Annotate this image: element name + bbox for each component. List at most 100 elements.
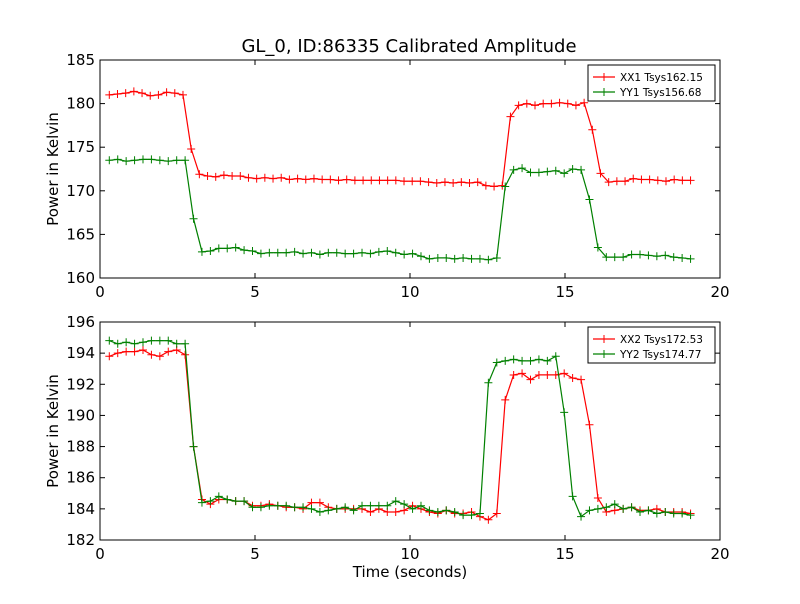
panel-1-x-tick-label: 20 — [710, 283, 729, 301]
panel-1-series-1-point — [367, 176, 376, 185]
panel-2-series-2-point — [113, 339, 122, 348]
panel-2-series-1-point — [122, 347, 131, 356]
panel-1-series-1-point — [580, 98, 589, 107]
panel-1-series-1-point — [465, 178, 474, 187]
panel-2-series-1-point — [501, 395, 510, 404]
panel-2-series-2-point — [400, 500, 409, 509]
panel-2-series-2-point — [197, 498, 206, 507]
panel-2-y-tick-label: 190 — [66, 406, 95, 424]
panel-1-series-1-point — [146, 91, 155, 100]
panel-1-series-2-point — [568, 165, 577, 173]
panel-1-series-2-point — [501, 182, 510, 191]
panel-1-series-2-point — [113, 155, 122, 164]
panel-2-legend-label-1: XX2 Tsys172.53 — [620, 334, 703, 346]
panel-2-series-2-point — [223, 495, 232, 504]
panel-2-series-2-point — [661, 507, 670, 516]
panel-1-series-2-line — [109, 158, 691, 261]
panel-1-series-2-point — [526, 168, 535, 177]
panel-2-y-tick-label: 184 — [66, 500, 95, 518]
panel-2-series-2-point — [138, 338, 147, 347]
panel-2-series-2-point — [332, 504, 341, 513]
panel-1-series-2-point — [105, 156, 114, 165]
panel-1-series-2-point — [214, 244, 223, 253]
panel-1-series-1-point — [391, 176, 400, 185]
panel-1-series-1-point — [178, 90, 187, 99]
panel-2-series-2-point — [374, 501, 383, 510]
panel-1-series-1-point — [514, 101, 523, 110]
panel-1-series-2-point — [290, 247, 299, 256]
panel-2-series-2-point — [501, 356, 510, 365]
panel-1-series-2-point — [130, 156, 139, 165]
panel-1-series-2-point — [585, 195, 594, 204]
panel-2-series-1-point — [181, 350, 190, 359]
panel-1-series-1-point — [555, 98, 564, 107]
panel-1-series-1-point — [342, 175, 351, 184]
panel-1-series-2-point — [358, 248, 367, 257]
panel-2-series-2-point — [484, 378, 493, 387]
panel-1-series-1-point — [285, 175, 294, 184]
panel-1-series-2-point — [577, 165, 586, 174]
panel-1-x-tick-label: 10 — [400, 283, 419, 301]
panel-2-series-1-point — [484, 515, 493, 524]
panel-1-series-1-point — [539, 99, 548, 108]
panel-2-series-1-point — [518, 369, 527, 378]
panel-1-series-1-point — [383, 176, 392, 185]
panel-2-y-tick-label: 186 — [66, 469, 95, 487]
panel-1-series-1-line — [109, 90, 691, 188]
panel-1-series-1-point — [359, 176, 368, 185]
panel-2-series-2-point — [366, 501, 375, 510]
panel-1-series-2-point — [652, 252, 661, 261]
panel-2-series-2-point — [358, 501, 367, 510]
panel-2-series-2-point — [669, 509, 678, 518]
panel-2-series-1-point — [164, 347, 173, 356]
panel-2-series-1-point — [526, 375, 535, 384]
panel-2-series-1-point — [113, 349, 122, 358]
panel-2-series-2-point — [265, 501, 274, 510]
panel-2-series-2-point — [526, 356, 535, 365]
panel-2-series-2-point — [636, 507, 645, 516]
panel-1-series-2-point — [172, 156, 181, 165]
panel-1-series-1-point — [522, 99, 531, 108]
panel-1-series-1-point — [269, 174, 278, 183]
panel-1-y-tick-label: 160 — [66, 269, 95, 287]
panel-1-y-tick-label: 180 — [66, 95, 95, 113]
panel-1-series-2-point — [467, 254, 476, 263]
panel-2-series-1-point — [105, 352, 114, 361]
panel-1-series-1-point — [670, 175, 679, 184]
panel-1-series-2-point — [282, 248, 291, 257]
panel-1-series-1-point — [449, 178, 458, 187]
panel-1-series-1-point — [563, 99, 572, 108]
panel-2-series-2-point — [551, 352, 560, 361]
panel-1-legend-marker-1 — [600, 73, 608, 81]
panel-1-series-2-point — [636, 250, 645, 259]
panel-2-series-2-point — [315, 507, 324, 516]
panel-2-series-2-point — [214, 492, 223, 501]
panel-1-series-2-point — [543, 167, 552, 176]
panel-2-series-2-point — [147, 336, 156, 345]
panel-2-series-1-point — [147, 350, 156, 359]
panel-1-legend-marker-2 — [600, 88, 608, 96]
panel-1-series-1-point — [612, 177, 621, 186]
panel-2-x-axis-label: Time (seconds) — [352, 563, 468, 581]
panel-2-series-2-point — [240, 497, 249, 506]
panel-1-series-2-point — [509, 165, 518, 174]
panel-2-series-1-point — [560, 369, 569, 378]
panel-2-series-2-point — [543, 356, 552, 365]
panel-1-series-1-point — [187, 144, 196, 153]
panel-1-series-2-point — [197, 247, 206, 256]
panel-1-series-2-point — [425, 254, 434, 263]
panel-1-series-1-point — [400, 177, 409, 186]
panel-2-series-1-line — [109, 349, 691, 521]
panel-1-series-1-point — [678, 176, 687, 185]
panel-1-series-2-point — [400, 250, 409, 259]
panel-1-y-axis-label: Power in Kelvin — [44, 112, 62, 226]
panel-1-series-2-point — [644, 251, 653, 260]
panel-1-series-1-point — [334, 176, 343, 185]
panel-2-series-2-point — [627, 503, 636, 512]
panel-1-series-1-point — [653, 176, 662, 185]
panel-1-series-2-point — [442, 253, 451, 262]
panel-1-series-2-point — [602, 253, 611, 262]
panel-1-series-1-point — [645, 175, 654, 184]
panel-1-series-1-point — [637, 175, 646, 184]
